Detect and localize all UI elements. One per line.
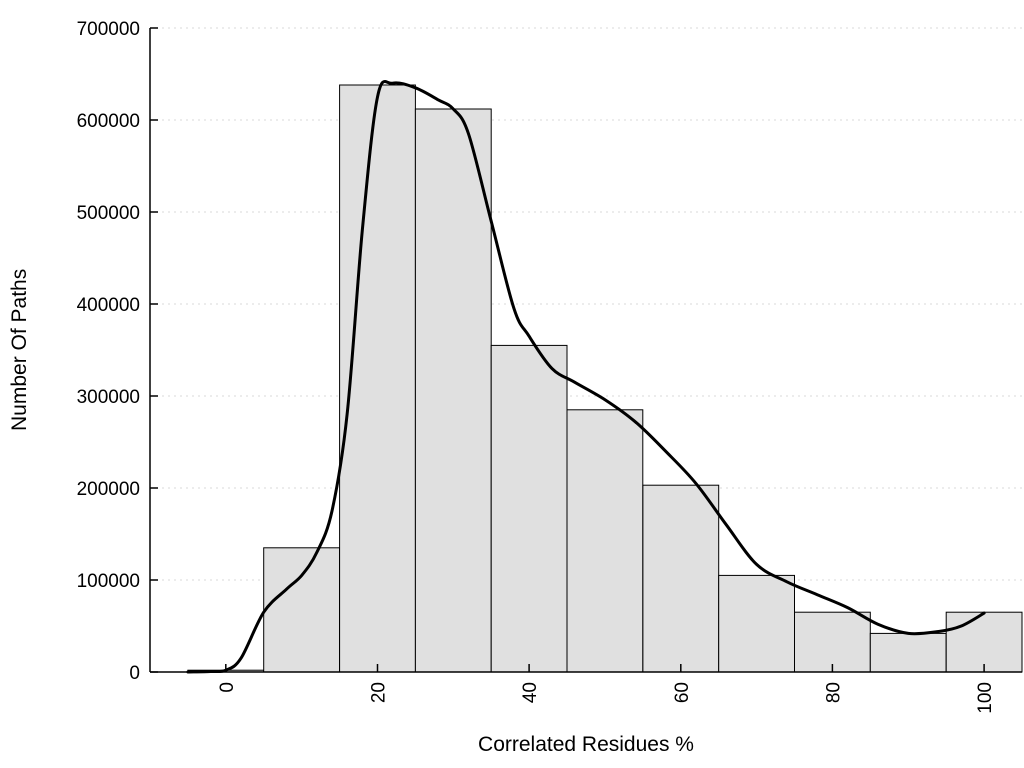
- histogram-bar: [490, 344, 568, 673]
- x-tick-label: 60: [672, 682, 693, 703]
- histogram-bar: [869, 632, 947, 673]
- y-axis-title: Number Of Paths: [8, 268, 31, 432]
- x-tick-label: 20: [369, 682, 390, 703]
- x-axis-title: Correlated Residues %: [478, 733, 694, 756]
- y-tick-label: 200000: [77, 479, 140, 500]
- y-tick-label: 500000: [77, 203, 140, 224]
- y-tick-label: 0: [129, 663, 140, 684]
- y-tick-label: 400000: [77, 295, 140, 316]
- histogram-bar: [263, 547, 341, 673]
- x-tick-label: 40: [520, 682, 541, 703]
- histogram-bar: [642, 484, 720, 673]
- histogram-bar: [945, 611, 1023, 673]
- histogram-bar: [339, 84, 416, 673]
- x-tick-label: 0: [217, 682, 238, 693]
- histogram-bar: [718, 574, 796, 673]
- histogram-bar: [566, 409, 644, 673]
- y-tick-label: 300000: [77, 387, 140, 408]
- density-line: [186, 79, 986, 674]
- histogram-bar: [794, 611, 871, 673]
- y-tick-label: 100000: [77, 571, 140, 592]
- histogram-bar: [414, 108, 492, 673]
- y-tick-label: 600000: [77, 111, 140, 132]
- x-tick-label: 100: [975, 682, 996, 714]
- y-tick-label: 700000: [77, 19, 140, 40]
- x-tick-label: 80: [823, 682, 844, 703]
